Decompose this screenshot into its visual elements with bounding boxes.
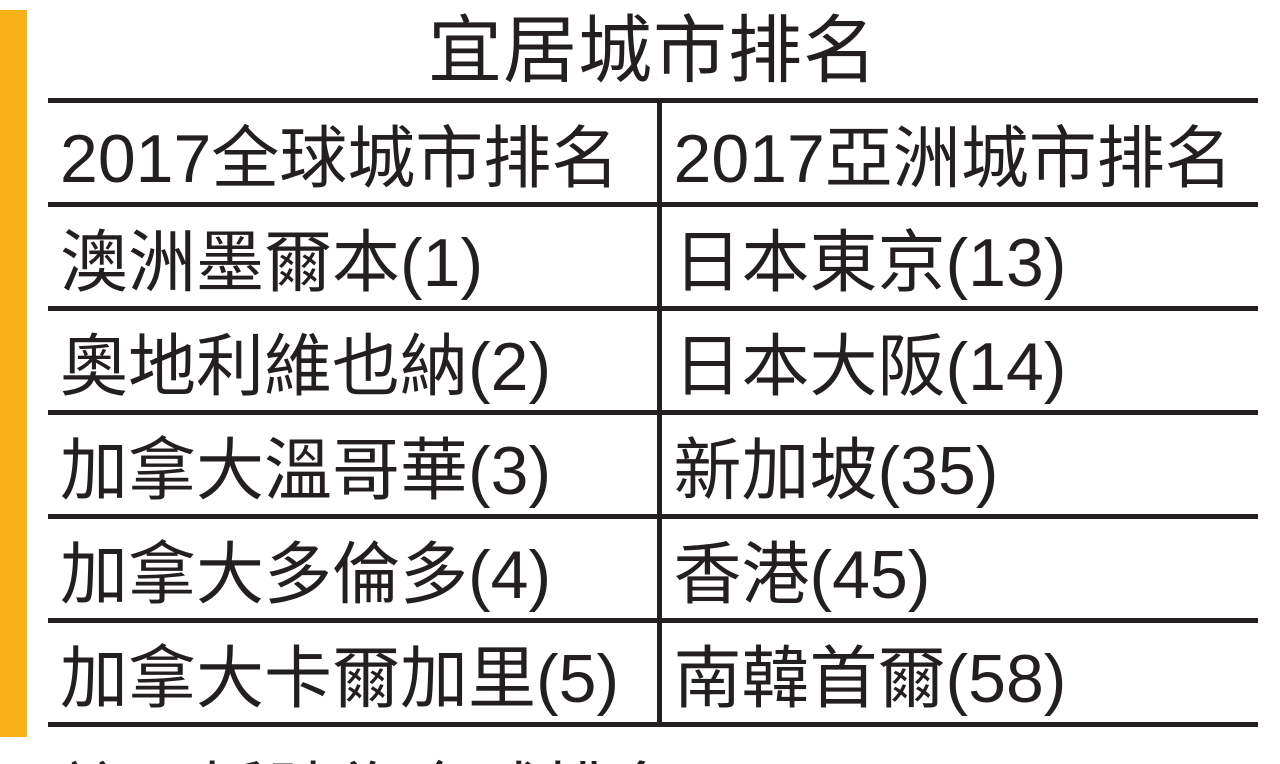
cell-global-rank-3: 加拿大溫哥華(3) (48, 412, 662, 519)
column-header-asia-ranking: 2017亞洲城市排名 (659, 100, 1258, 207)
cell-asia-rank-5: 南韓首爾(58) (659, 620, 1258, 727)
table-row: 加拿大溫哥華(3) 新加坡(35) (48, 412, 1258, 519)
cell-asia-rank-2: 日本大阪(14) (659, 308, 1258, 415)
header-row: 2017全球城市排名 2017亞洲城市排名 (48, 100, 1258, 207)
table-row: 加拿大卡爾加里(5) 南韓首爾(58) (48, 620, 1258, 727)
cell-global-rank-1: 澳洲墨爾本(1) (48, 204, 662, 311)
accent-bar (0, 10, 27, 737)
ranking-infographic: 宜居城市排名 2017全球城市排名 2017亞洲城市排名 澳洲墨爾本(1) 日本… (48, 0, 1258, 764)
cell-global-rank-4: 加拿大多倫多(4) (48, 516, 662, 623)
cell-asia-rank-3: 新加坡(35) (659, 412, 1258, 519)
cell-asia-rank-4: 香港(45) (659, 516, 1258, 623)
column-header-global-ranking: 2017全球城市排名 (48, 100, 662, 207)
chart-title: 宜居城市排名 (428, 9, 878, 92)
footnote: 註：括號為全球排名 (48, 727, 1258, 764)
table-row: 加拿大多倫多(4) 香港(45) (48, 516, 1258, 623)
cell-global-rank-2: 奧地利維也納(2) (48, 308, 662, 415)
table-row: 澳洲墨爾本(1) 日本東京(13) (48, 204, 1258, 311)
ranking-table: 2017全球城市排名 2017亞洲城市排名 澳洲墨爾本(1) 日本東京(13) … (48, 98, 1258, 727)
cell-global-rank-5: 加拿大卡爾加里(5) (48, 620, 662, 727)
cell-asia-rank-1: 日本東京(13) (659, 204, 1258, 311)
table-row: 奧地利維也納(2) 日本大阪(14) (48, 308, 1258, 415)
